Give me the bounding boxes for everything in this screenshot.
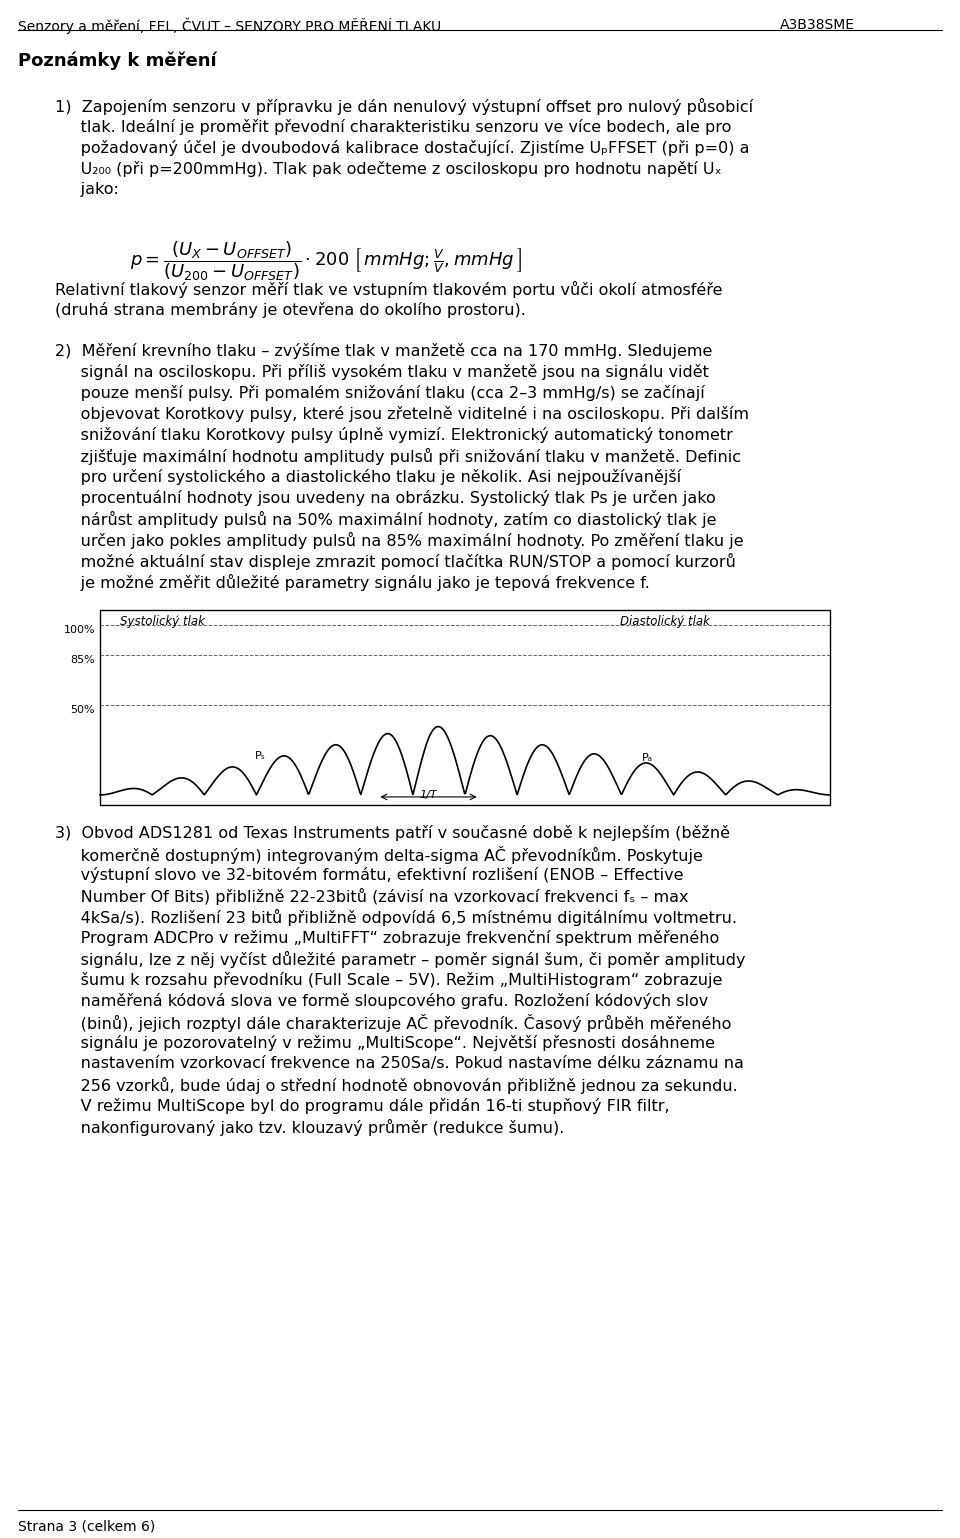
Text: šumu k rozsahu převodníku (Full Scale – 5V). Režim „MultiHistogram“ zobrazuje: šumu k rozsahu převodníku (Full Scale – … xyxy=(55,972,722,987)
Text: zjišťuje maximální hodnotu amplitudy pulsů při snižování tlaku v manžetě. Defini: zjišťuje maximální hodnotu amplitudy pul… xyxy=(55,448,741,464)
Text: Pₛ: Pₛ xyxy=(255,751,266,761)
Text: procentuální hodnoty jsou uvedeny na obrázku. Systolický tlak Ps je určen jako: procentuální hodnoty jsou uvedeny na obr… xyxy=(55,491,716,506)
Text: Relativní tlakový senzor měří tlak ve vstupním tlakovém portu vůči okolí atmosfé: Relativní tlakový senzor měří tlak ve vs… xyxy=(55,281,723,298)
Text: Program ADCPro v režimu „MultiFFT“ zobrazuje frekvenční spektrum měřeného: Program ADCPro v režimu „MultiFFT“ zobra… xyxy=(55,930,719,946)
Text: V režimu MultiScope byl do programu dále přidán 16-ti stupňový FIR filtr,: V režimu MultiScope byl do programu dále… xyxy=(55,1098,670,1114)
Text: signálu, lze z něj vyčíst důležité parametr – poměr signál šum, či poměr amplitu: signálu, lze z něj vyčíst důležité param… xyxy=(55,950,746,967)
Text: nastavením vzorkovací frekvence na 250Sa/s. Pokud nastavíme délku záznamu na: nastavením vzorkovací frekvence na 250Sa… xyxy=(55,1057,744,1070)
Text: tlak. Ideální je proměřit převodní charakteristiku senzoru ve více bodech, ale p: tlak. Ideální je proměřit převodní chara… xyxy=(55,118,732,135)
Text: výstupní slovo ve 32-bitovém formátu, efektivní rozlišení (ENOB – Effective: výstupní slovo ve 32-bitovém formátu, ef… xyxy=(55,867,684,883)
Text: je možné změřit důležité parametry signálu jako je tepová frekvence f.: je možné změřit důležité parametry signá… xyxy=(55,574,650,591)
Text: Number Of Bits) přibližně 22-23bitů (závisí na vzorkovací frekvenci fₛ – max: Number Of Bits) přibližně 22-23bitů (záv… xyxy=(55,887,688,904)
Text: možné aktuální stav displeje zmrazit pomocí tlačítka RUN/STOP a pomocí kurzorů: možné aktuální stav displeje zmrazit pom… xyxy=(55,554,736,571)
Text: naměřená kódová slova ve formě sloupcového grafu. Rozložení kódových slov: naměřená kódová slova ve formě sloupcové… xyxy=(55,994,708,1009)
Text: 1)  Zapojením senzoru v přípravku je dán nenulový výstupní offset pro nulový půs: 1) Zapojením senzoru v přípravku je dán … xyxy=(55,98,754,115)
Text: (binů), jejich rozptyl dále charakterizuje AČ převodník. Časový průběh měřeného: (binů), jejich rozptyl dále charakterizu… xyxy=(55,1014,732,1032)
Text: jako:: jako: xyxy=(55,181,119,197)
Text: Pₐ: Pₐ xyxy=(642,754,653,763)
Text: Strana 3 (celkem 6): Strana 3 (celkem 6) xyxy=(18,1520,156,1533)
Text: A3B38SME: A3B38SME xyxy=(780,18,855,32)
Text: nakonfigurovaný jako tzv. klouzavý průměr (redukce šumu).: nakonfigurovaný jako tzv. klouzavý průmě… xyxy=(55,1120,564,1137)
Text: Diastolický tlak: Diastolický tlak xyxy=(620,615,709,628)
Text: $p = \dfrac{(U_X - U_{OFFSET})}{(U_{200} - U_{OFFSET})} \cdot 200 \;\left[\,mmHg: $p = \dfrac{(U_X - U_{OFFSET})}{(U_{200}… xyxy=(130,238,522,283)
Text: 2)  Měření krevního tlaku – zvýšíme tlak v manžetě cca na 170 mmHg. Sledujeme: 2) Měření krevního tlaku – zvýšíme tlak … xyxy=(55,343,712,358)
Text: nárůst amplitudy pulsů na 50% maximální hodnoty, zatím co diastolický tlak je: nárůst amplitudy pulsů na 50% maximální … xyxy=(55,511,716,528)
Text: 1/T: 1/T xyxy=(420,791,438,800)
Text: požadovaný účel je dvoubodová kalibrace dostačující. Zjistíme UₚFFSET (při p=0) : požadovaný účel je dvoubodová kalibrace … xyxy=(55,140,750,155)
Text: snižování tlaku Korotkovy pulsy úplně vymizí. Elektronický automatický tonometr: snižování tlaku Korotkovy pulsy úplně vy… xyxy=(55,428,732,443)
Text: (druhá strana membrány je otevřena do okolího prostoru).: (druhá strana membrány je otevřena do ok… xyxy=(55,301,526,318)
Text: pro určení systolického a diastolického tlaku je několik. Asi nejpoužívanější: pro určení systolického a diastolického … xyxy=(55,469,682,484)
Text: 50%: 50% xyxy=(70,704,95,715)
Text: komerčně dostupným) integrovaným delta-sigma AČ převodníkům. Poskytuje: komerčně dostupným) integrovaným delta-s… xyxy=(55,846,703,864)
Text: Systolický tlak: Systolický tlak xyxy=(120,615,204,628)
Text: 4kSa/s). Rozlišení 23 bitů přibližně odpovídá 6,5 místnému digitálnímu voltmetru: 4kSa/s). Rozlišení 23 bitů přibližně odp… xyxy=(55,909,737,926)
Text: pouze menší pulsy. Při pomalém snižování tlaku (cca 2–3 mmHg/s) se začínají: pouze menší pulsy. Při pomalém snižování… xyxy=(55,384,705,401)
Text: 3)  Obvod ADS1281 od Texas Instruments patří v současné době k nejlepším (běžně: 3) Obvod ADS1281 od Texas Instruments pa… xyxy=(55,824,730,841)
Text: určen jako pokles amplitudy pulsů na 85% maximální hodnoty. Po změření tlaku je: určen jako pokles amplitudy pulsů na 85%… xyxy=(55,532,744,549)
Text: 100%: 100% xyxy=(63,624,95,635)
Text: objevovat Korotkovy pulsy, které jsou zřetelně viditelné i na osciloskopu. Při d: objevovat Korotkovy pulsy, které jsou zř… xyxy=(55,406,749,421)
Text: signál na osciloskopu. Při příliš vysokém tlaku v manžetě jsou na signálu vidět: signál na osciloskopu. Při příliš vysoké… xyxy=(55,365,708,380)
Text: 256 vzorků, bude údaj o střední hodnotě obnovován přibližně jednou za sekundu.: 256 vzorků, bude údaj o střední hodnotě … xyxy=(55,1077,737,1094)
Text: U₂₀₀ (při p=200mmHg). Tlak pak odečteme z osciloskopu pro hodnotu napětí Uₓ: U₂₀₀ (při p=200mmHg). Tlak pak odečteme … xyxy=(55,161,722,177)
Text: Senzory a měření, FEL, ČVUT – SENZORY PRO MĚŘENÍ TLAKU: Senzory a měření, FEL, ČVUT – SENZORY PR… xyxy=(18,18,442,34)
Text: signálu je pozorovatelný v režimu „MultiScope“. Největší přesnosti dosáhneme: signálu je pozorovatelný v režimu „Multi… xyxy=(55,1035,715,1050)
FancyBboxPatch shape xyxy=(100,611,830,804)
Text: 85%: 85% xyxy=(70,655,95,664)
Text: Poznámky k měření: Poznámky k měření xyxy=(18,52,217,71)
